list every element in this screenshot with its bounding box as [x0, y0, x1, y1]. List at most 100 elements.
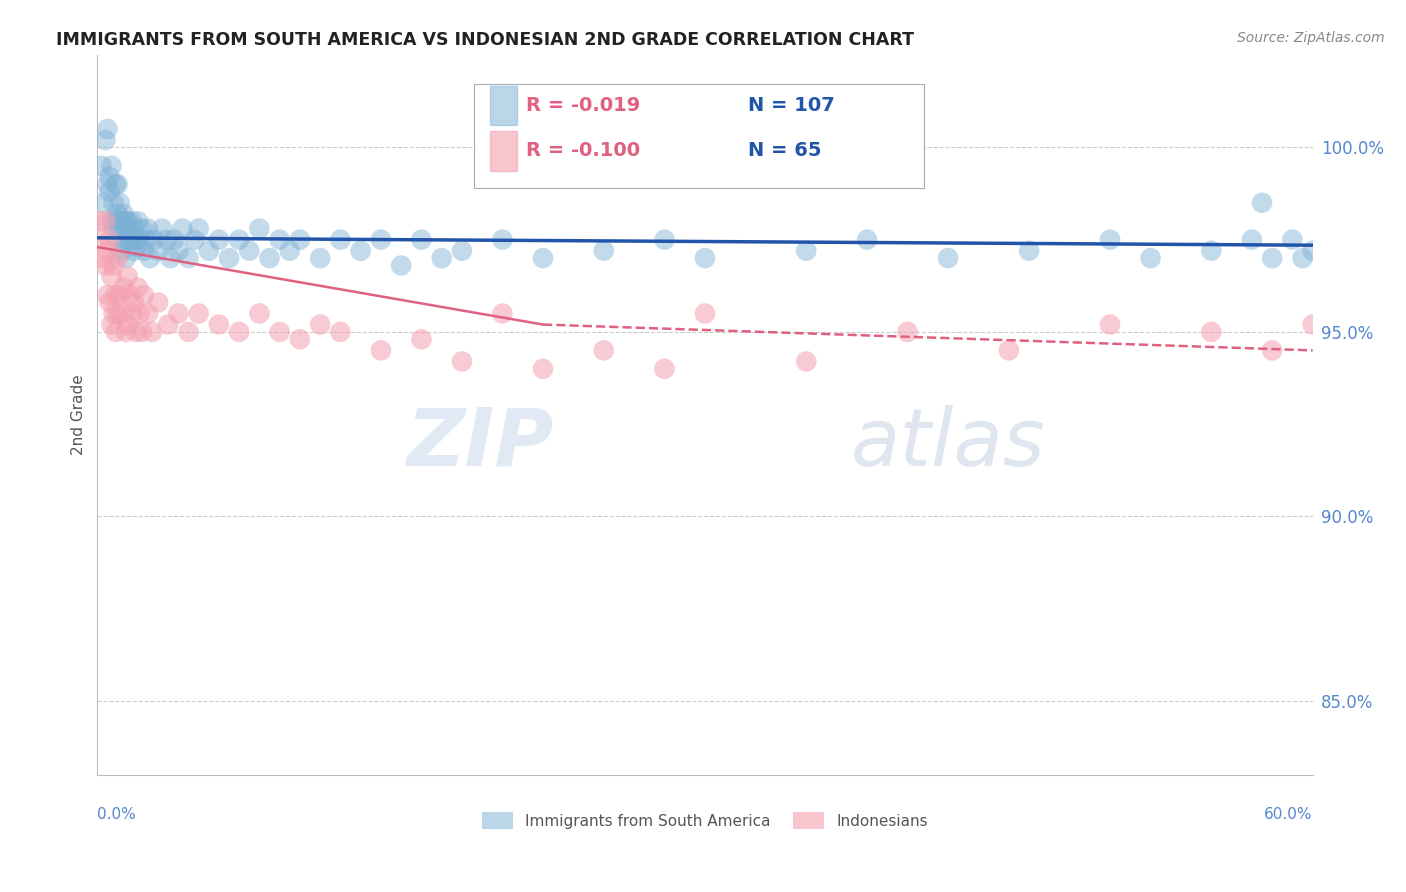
- Point: [177, 251, 200, 265]
- Point: [107, 251, 129, 265]
- Point: [117, 318, 139, 332]
- Point: [654, 361, 676, 376]
- Point: [157, 318, 180, 332]
- Point: [112, 280, 135, 294]
- Point: [93, 195, 115, 210]
- Point: [269, 325, 291, 339]
- Point: [1240, 233, 1263, 247]
- Point: [107, 233, 129, 247]
- Point: [269, 233, 291, 247]
- Point: [125, 325, 148, 339]
- Point: [108, 221, 131, 235]
- Point: [104, 325, 127, 339]
- Point: [128, 306, 150, 320]
- Point: [187, 221, 209, 235]
- Point: [103, 195, 125, 210]
- Point: [259, 251, 281, 265]
- Point: [208, 233, 231, 247]
- Point: [1139, 251, 1161, 265]
- Point: [118, 288, 141, 302]
- Point: [127, 214, 149, 228]
- Point: [118, 221, 141, 235]
- Point: [121, 306, 143, 320]
- Point: [98, 233, 121, 247]
- Point: [96, 244, 118, 258]
- Point: [389, 259, 412, 273]
- Point: [329, 233, 352, 247]
- Point: [94, 259, 117, 273]
- Point: [411, 332, 433, 346]
- Point: [998, 343, 1021, 358]
- Point: [208, 318, 231, 332]
- Point: [531, 361, 554, 376]
- Point: [121, 233, 143, 247]
- Point: [654, 233, 676, 247]
- Point: [114, 325, 136, 339]
- Point: [100, 269, 122, 284]
- Text: N = 65: N = 65: [748, 141, 821, 161]
- Point: [218, 251, 240, 265]
- Point: [247, 306, 270, 320]
- Text: R = -0.019: R = -0.019: [526, 96, 641, 115]
- FancyBboxPatch shape: [474, 84, 924, 188]
- Point: [127, 280, 149, 294]
- Point: [177, 325, 200, 339]
- Point: [1291, 251, 1313, 265]
- Point: [100, 214, 122, 228]
- Point: [1261, 343, 1284, 358]
- Point: [104, 214, 127, 228]
- Point: [136, 221, 159, 235]
- Point: [146, 295, 169, 310]
- Point: [1099, 318, 1122, 332]
- Point: [96, 288, 118, 302]
- Point: [111, 306, 134, 320]
- Point: [247, 221, 270, 235]
- Point: [451, 354, 474, 368]
- Point: [139, 251, 162, 265]
- Point: [856, 233, 879, 247]
- Point: [98, 185, 121, 199]
- Point: [288, 233, 311, 247]
- Point: [114, 251, 136, 265]
- Point: [309, 251, 332, 265]
- Point: [94, 133, 117, 147]
- Point: [121, 214, 143, 228]
- Point: [592, 343, 614, 358]
- Point: [96, 122, 118, 136]
- Point: [143, 233, 166, 247]
- Point: [103, 306, 125, 320]
- Point: [108, 288, 131, 302]
- Point: [1201, 244, 1223, 258]
- Point: [288, 332, 311, 346]
- Point: [132, 288, 155, 302]
- Text: Source: ZipAtlas.com: Source: ZipAtlas.com: [1237, 31, 1385, 45]
- Point: [794, 244, 817, 258]
- Point: [1281, 233, 1303, 247]
- Point: [1302, 318, 1324, 332]
- Point: [167, 244, 190, 258]
- Point: [150, 221, 173, 235]
- Point: [100, 159, 122, 173]
- Point: [309, 318, 332, 332]
- Point: [155, 233, 177, 247]
- Point: [794, 354, 817, 368]
- Text: N = 107: N = 107: [748, 96, 834, 115]
- Point: [141, 325, 163, 339]
- Point: [111, 214, 134, 228]
- Point: [531, 251, 554, 265]
- Point: [1302, 244, 1324, 258]
- Point: [936, 251, 959, 265]
- Y-axis label: 2nd Grade: 2nd Grade: [72, 375, 86, 455]
- Point: [238, 244, 260, 258]
- Point: [1201, 325, 1223, 339]
- Point: [693, 306, 716, 320]
- Point: [146, 244, 169, 258]
- Point: [117, 269, 139, 284]
- Bar: [489, 86, 516, 125]
- Point: [228, 233, 250, 247]
- Point: [1099, 233, 1122, 247]
- Point: [103, 259, 125, 273]
- Point: [90, 233, 112, 247]
- Point: [278, 244, 301, 258]
- Point: [693, 251, 716, 265]
